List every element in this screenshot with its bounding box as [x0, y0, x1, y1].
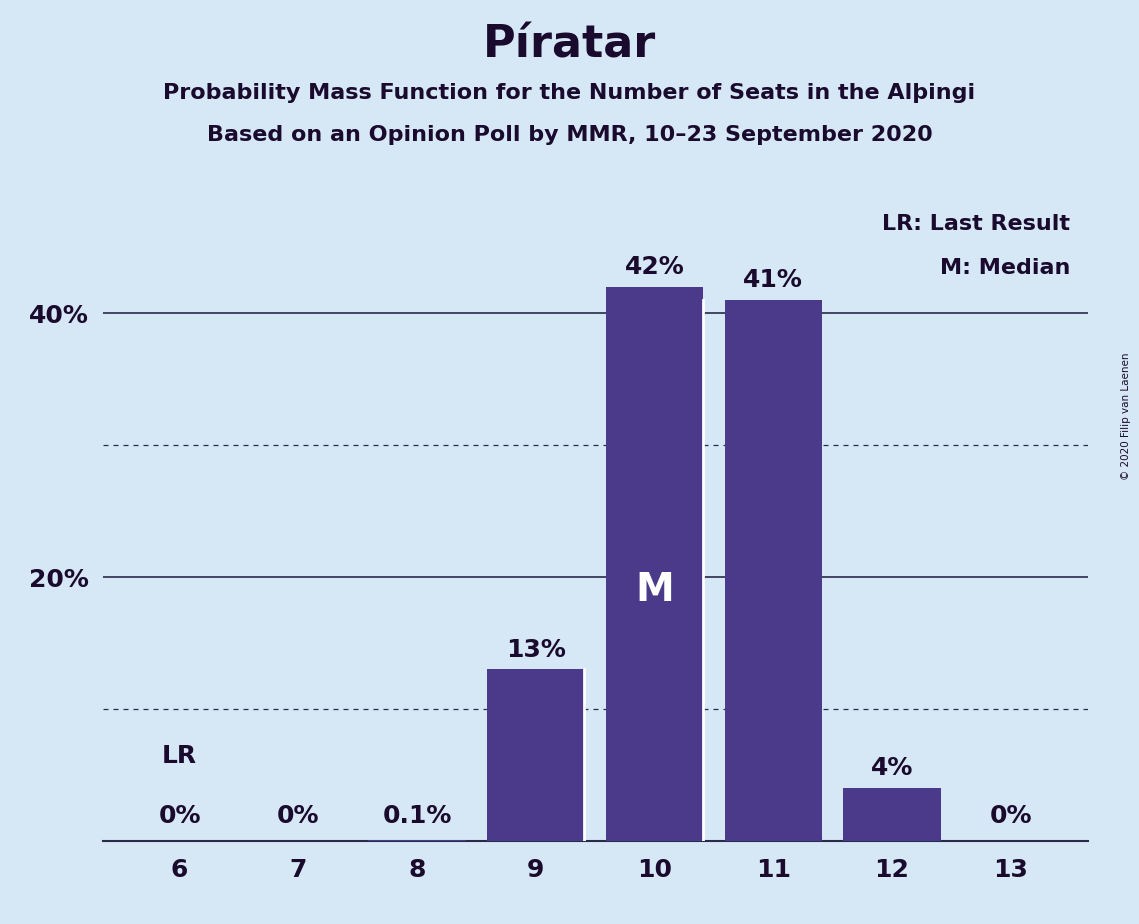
Text: 42%: 42%: [624, 255, 685, 279]
Text: 0.1%: 0.1%: [383, 804, 452, 828]
Text: 13%: 13%: [506, 638, 566, 662]
Text: M: Median: M: Median: [940, 258, 1070, 278]
Bar: [487, 669, 584, 841]
Text: 0%: 0%: [277, 804, 320, 828]
Text: 41%: 41%: [744, 268, 803, 292]
Text: M: M: [636, 571, 674, 609]
Text: © 2020 Filip van Laenen: © 2020 Filip van Laenen: [1121, 352, 1131, 480]
Text: LR: LR: [162, 745, 197, 769]
Text: 0%: 0%: [158, 804, 200, 828]
Bar: [843, 788, 941, 841]
Bar: [724, 300, 822, 841]
Text: 4%: 4%: [870, 756, 913, 780]
Text: Píratar: Píratar: [483, 23, 656, 67]
Text: Based on an Opinion Poll by MMR, 10–23 September 2020: Based on an Opinion Poll by MMR, 10–23 S…: [206, 125, 933, 145]
Text: LR: Last Result: LR: Last Result: [882, 214, 1070, 235]
Text: Probability Mass Function for the Number of Seats in the Alþingi: Probability Mass Function for the Number…: [163, 83, 976, 103]
Bar: [606, 287, 703, 841]
Text: 0%: 0%: [990, 804, 1032, 828]
Bar: [368, 840, 466, 841]
